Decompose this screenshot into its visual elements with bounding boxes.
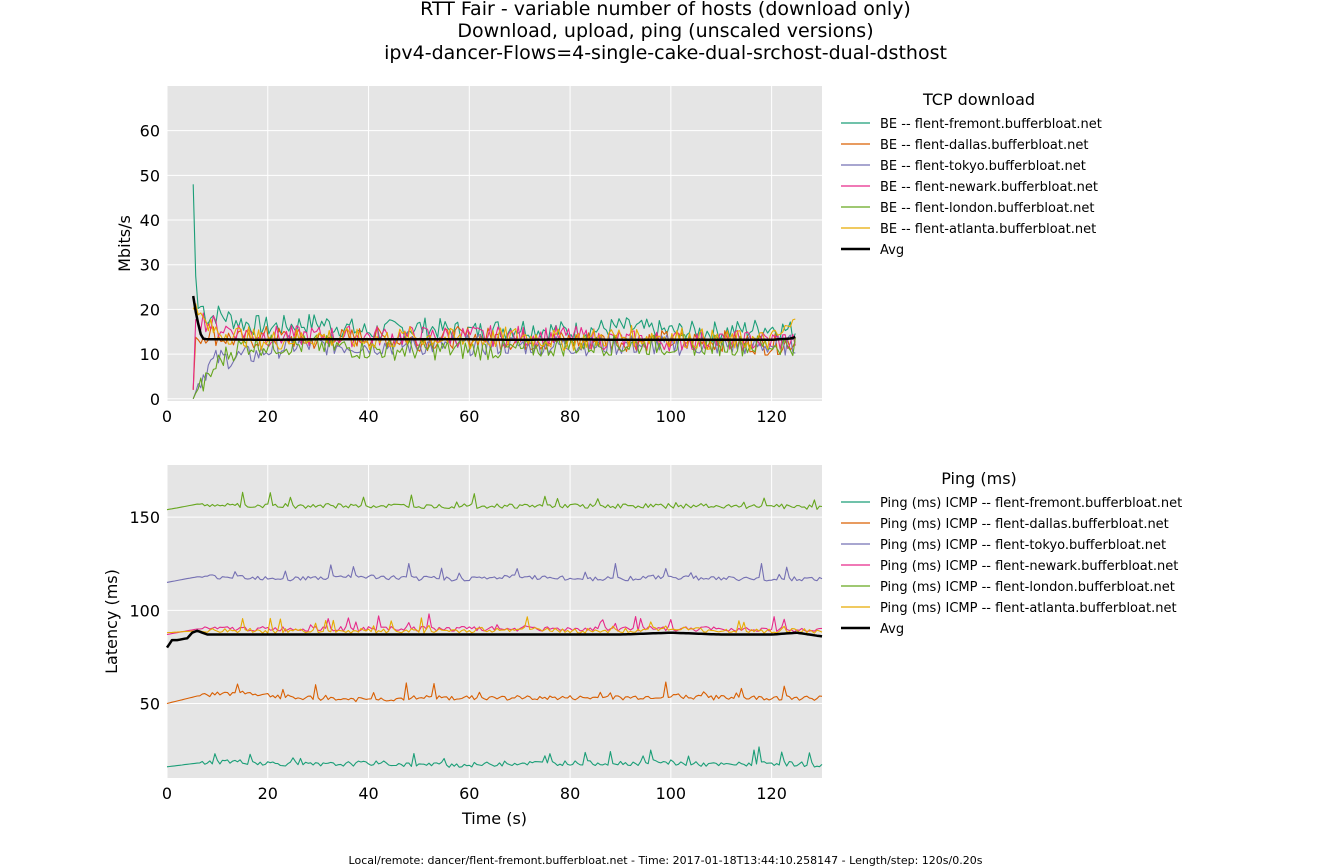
legend-entry: Ping (ms) ICMP -- flent-london.bufferblo…: [880, 580, 1175, 595]
legend-entry: Ping (ms) ICMP -- flent-newark.bufferblo…: [880, 559, 1178, 574]
x-tick-label: 100: [656, 407, 687, 426]
series-line-4: [166, 613, 823, 636]
series-line-5: [166, 491, 823, 511]
x-tick-label: 0: [162, 784, 172, 803]
series-line-3: [166, 562, 823, 583]
x-tick-label: 120: [756, 407, 787, 426]
series-line-1: [166, 746, 823, 768]
legend-entry: BE -- flent-london.bufferbloat.net: [880, 201, 1095, 216]
legend-title: Ping (ms): [941, 469, 1017, 488]
legend-entry: BE -- flent-fremont.bufferbloat.net: [880, 117, 1102, 132]
y-tick-label: 150: [129, 508, 160, 527]
x-tick-label: 40: [358, 407, 378, 426]
chart-title-line-1: RTT Fair - variable number of hosts (dow…: [420, 0, 911, 20]
legend-entry: BE -- flent-dallas.bufferbloat.net: [880, 138, 1088, 153]
plot-area: [167, 465, 822, 778]
x-tick-label: 60: [459, 407, 479, 426]
y-axis-label: Latency (ms): [102, 569, 121, 674]
y-tick-label: 10: [140, 345, 160, 364]
y-tick-label: 40: [140, 211, 160, 230]
chart-panel-1: 0 20 40 60 80 100 120 0 10 20 30 40 50 60 Mbits/s TCP d…: [115, 86, 1102, 426]
x-tick-label: 120: [756, 784, 787, 803]
y-tick-label: 50: [140, 166, 160, 185]
legend-entry: Ping (ms) ICMP -- flent-tokyo.bufferbloa…: [880, 538, 1166, 553]
legend-entry: Ping (ms) ICMP -- flent-dallas.bufferblo…: [880, 517, 1169, 532]
y-tick-label: 50: [140, 694, 160, 713]
y-tick-label: 20: [140, 300, 160, 319]
y-tick-label: 60: [140, 122, 160, 141]
legend-title: TCP download: [922, 90, 1035, 109]
y-tick-label: 0: [150, 390, 160, 409]
y-tick-label: 30: [140, 256, 160, 275]
y-tick-label: 100: [129, 601, 160, 620]
legend-entry: Avg: [880, 622, 904, 637]
series-line-7: [165, 629, 823, 649]
chart-panel-2: 0 20 40 60 80 100 120 50 100 150 Latency (ms) Time …: [102, 465, 1182, 828]
series-line-7: [191, 295, 796, 342]
legend-entry: BE -- flent-newark.bufferbloat.net: [880, 180, 1098, 195]
x-tick-label: 80: [560, 784, 580, 803]
y-axis-label: Mbits/s: [115, 215, 134, 272]
series-line-6: [166, 616, 823, 634]
x-tick-label: 40: [358, 784, 378, 803]
x-tick-label: 0: [162, 407, 172, 426]
x-tick-label: 80: [560, 407, 580, 426]
chart-title-line-2: Download, upload, ping (unscaled version…: [457, 20, 874, 42]
x-tick-label: 20: [258, 407, 278, 426]
legend-entry: BE -- flent-atlanta.bufferbloat.net: [880, 222, 1096, 237]
x-tick-label: 20: [258, 784, 278, 803]
chart-footer: Local/remote: dancer/flent-fremont.buffe…: [348, 854, 983, 867]
x-tick-label: 60: [459, 784, 479, 803]
legend-entry: Ping (ms) ICMP -- flent-fremont.bufferbl…: [880, 496, 1182, 511]
x-tick-label: 100: [656, 784, 687, 803]
series-line-1: [192, 184, 796, 343]
chart-title-line-3: ipv4-dancer-Flows=4-single-cake-dual-src…: [384, 42, 947, 64]
x-axis-label: Time (s): [461, 809, 527, 828]
legend-entry: BE -- flent-tokyo.bufferbloat.net: [880, 159, 1086, 174]
legend-entry: Ping (ms) ICMP -- flent-atlanta.bufferbl…: [880, 601, 1177, 616]
series-line-2: [166, 681, 823, 705]
legend-entry: Avg: [880, 243, 904, 258]
